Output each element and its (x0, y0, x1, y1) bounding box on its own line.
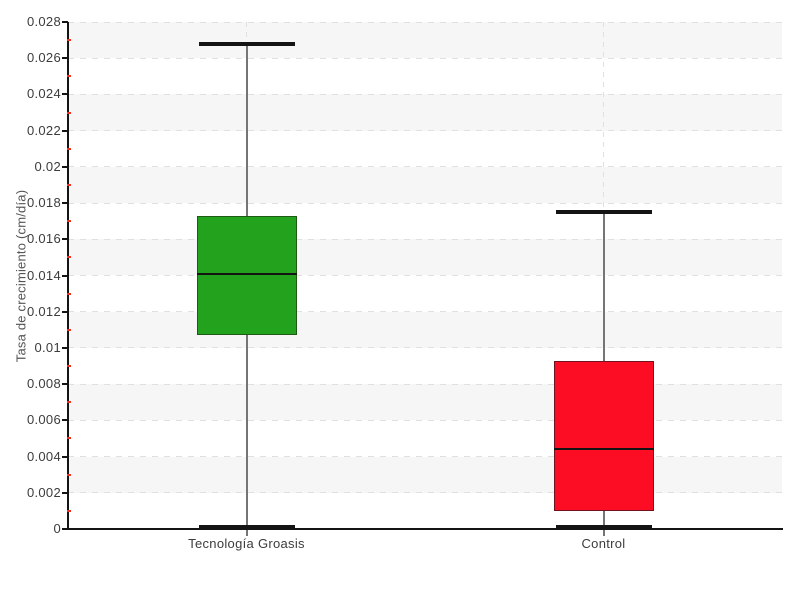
plot-band (68, 239, 782, 276)
y-major-tick (62, 346, 68, 349)
box-control (553, 360, 654, 511)
plot-band (68, 22, 782, 59)
y-tick-label: 0.028 (26, 14, 61, 29)
y-gridline (68, 130, 782, 132)
x-category-tick (245, 530, 248, 536)
y-gridline (68, 347, 782, 349)
y-major-tick (62, 455, 68, 458)
y-major-tick (62, 528, 68, 530)
y-major-tick (62, 238, 68, 241)
y-major-tick (62, 310, 68, 313)
plot-band (68, 311, 782, 348)
y-major-tick (62, 202, 68, 205)
y-minor-tick (67, 183, 71, 186)
y-gridline (68, 492, 782, 494)
y-gridline (68, 275, 782, 276)
whisker-cap-bottom (198, 525, 295, 530)
y-tick-label: 0.01 (34, 339, 61, 355)
y-minor-tick (67, 401, 71, 404)
y-tick-label: 0 (53, 521, 61, 536)
y-gridline (68, 311, 782, 313)
y-tick-label: 0.026 (26, 50, 61, 66)
y-gridline (68, 57, 782, 59)
y-major-tick (62, 165, 68, 168)
median-line (196, 272, 297, 275)
whisker-cap-top (198, 41, 295, 46)
y-major-tick (62, 383, 68, 386)
y-major-tick (62, 491, 68, 494)
y-minor-tick (67, 365, 71, 368)
y-minor-tick (67, 75, 71, 78)
y-major-tick (62, 419, 68, 422)
y-axis-line (67, 22, 69, 529)
box-tecnologia-groasis (196, 215, 297, 336)
plot-area (68, 21, 782, 530)
y-gridline (68, 21, 782, 23)
y-gridline (68, 238, 782, 240)
y-gridline (68, 202, 782, 204)
x-category-label: Control (581, 536, 626, 551)
median-line (553, 448, 654, 451)
x-category-tick (602, 530, 605, 536)
y-minor-tick (67, 220, 71, 223)
y-tick-label: 0.008 (26, 376, 61, 392)
x-axis-line (67, 528, 783, 530)
plot-band (68, 384, 782, 421)
y-minor-tick (67, 147, 71, 150)
y-minor-tick (67, 256, 71, 259)
y-minor-tick (67, 437, 71, 440)
y-tick-label: 0.024 (26, 86, 61, 102)
whisker-cap-top (555, 210, 652, 215)
y-major-tick (62, 21, 68, 23)
plot-band (68, 94, 782, 131)
y-major-tick (62, 57, 68, 60)
y-tick-label: 0.006 (26, 412, 61, 428)
y-major-tick (62, 274, 68, 277)
y-gridline (68, 456, 782, 458)
y-minor-tick (67, 39, 71, 42)
plot-band (68, 456, 782, 493)
x-category-label: Tecnología Groasis (188, 536, 305, 551)
y-minor-tick (67, 473, 71, 476)
y-gridline (68, 383, 782, 385)
y-minor-tick (67, 328, 71, 331)
plot-band (68, 166, 782, 204)
y-tick-label: 0.004 (26, 448, 61, 464)
y-tick-label: 0.02 (34, 158, 61, 174)
y-minor-tick (67, 111, 71, 114)
y-minor-tick (67, 292, 71, 295)
y-major-tick (62, 93, 68, 96)
y-tick-label: 0.016 (26, 231, 61, 247)
y-tick-label: 0.002 (26, 484, 61, 500)
y-gridline (68, 419, 782, 421)
y-minor-tick (67, 509, 71, 512)
y-major-tick (62, 129, 68, 132)
y-tick-label: 0.018 (26, 195, 61, 211)
y-gridline (68, 166, 782, 168)
whisker-cap-bottom (555, 525, 652, 530)
y-tick-label: 0.014 (26, 267, 61, 283)
y-gridline (68, 93, 782, 95)
y-tick-label: 0.022 (26, 122, 61, 138)
y-tick-label: 0.012 (26, 303, 61, 319)
